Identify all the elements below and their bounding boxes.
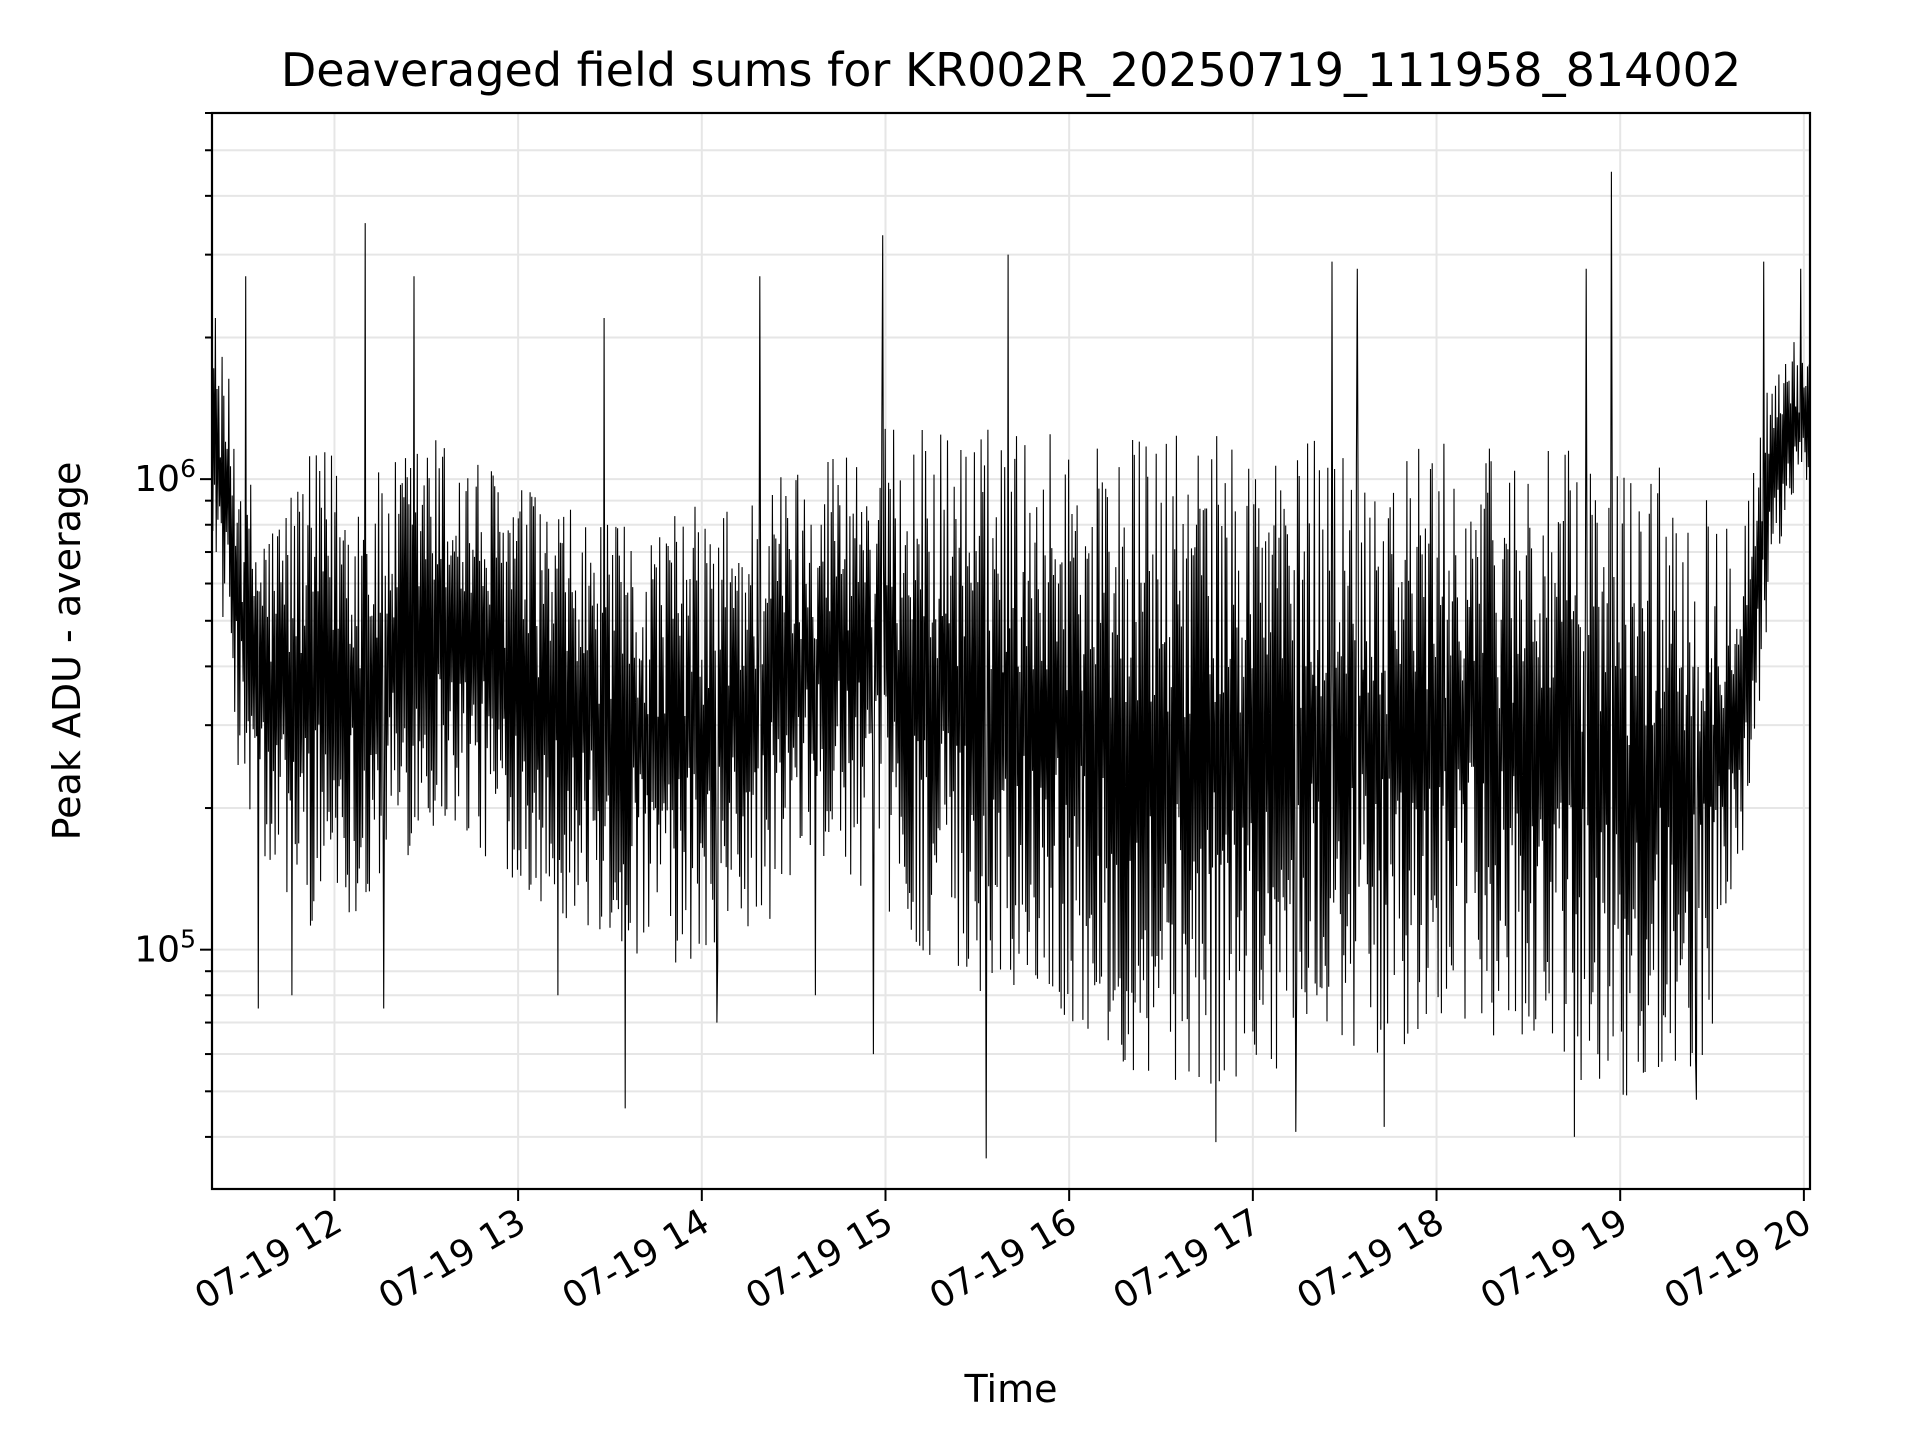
- series-line: [211, 171, 1811, 1159]
- y-axis-label: Peak ADU - average: [45, 462, 89, 841]
- x-tick-label: 07-19 17: [1107, 1201, 1268, 1317]
- x-tick-label: 07-19 15: [739, 1201, 900, 1317]
- x-axis-label: Time: [964, 1367, 1058, 1411]
- x-axis: 07-19 12 07-19 13 07-19 14 07-19 15 07-19 16…: [188, 1189, 1818, 1318]
- x-tick-label: 07-19 12: [188, 1201, 349, 1317]
- chart-title: Deaveraged field sums for KR002R_2025071…: [281, 43, 1741, 97]
- y-axis: 105 106: [134, 112, 212, 1138]
- x-tick-label: 07-19 14: [556, 1201, 717, 1317]
- y-tick-label: 105: [134, 925, 196, 971]
- series-path: [211, 171, 1811, 1159]
- x-tick-label: 07-19 20: [1658, 1201, 1819, 1317]
- x-tick-label: 07-19 19: [1474, 1201, 1635, 1317]
- plot-frame: [210, 111, 1812, 1191]
- x-tick-label: 07-19 16: [923, 1201, 1084, 1317]
- x-tick-label: 07-19 13: [372, 1201, 533, 1317]
- x-tick-label: 07-19 18: [1290, 1201, 1451, 1317]
- y-tick-label: 106: [134, 454, 196, 500]
